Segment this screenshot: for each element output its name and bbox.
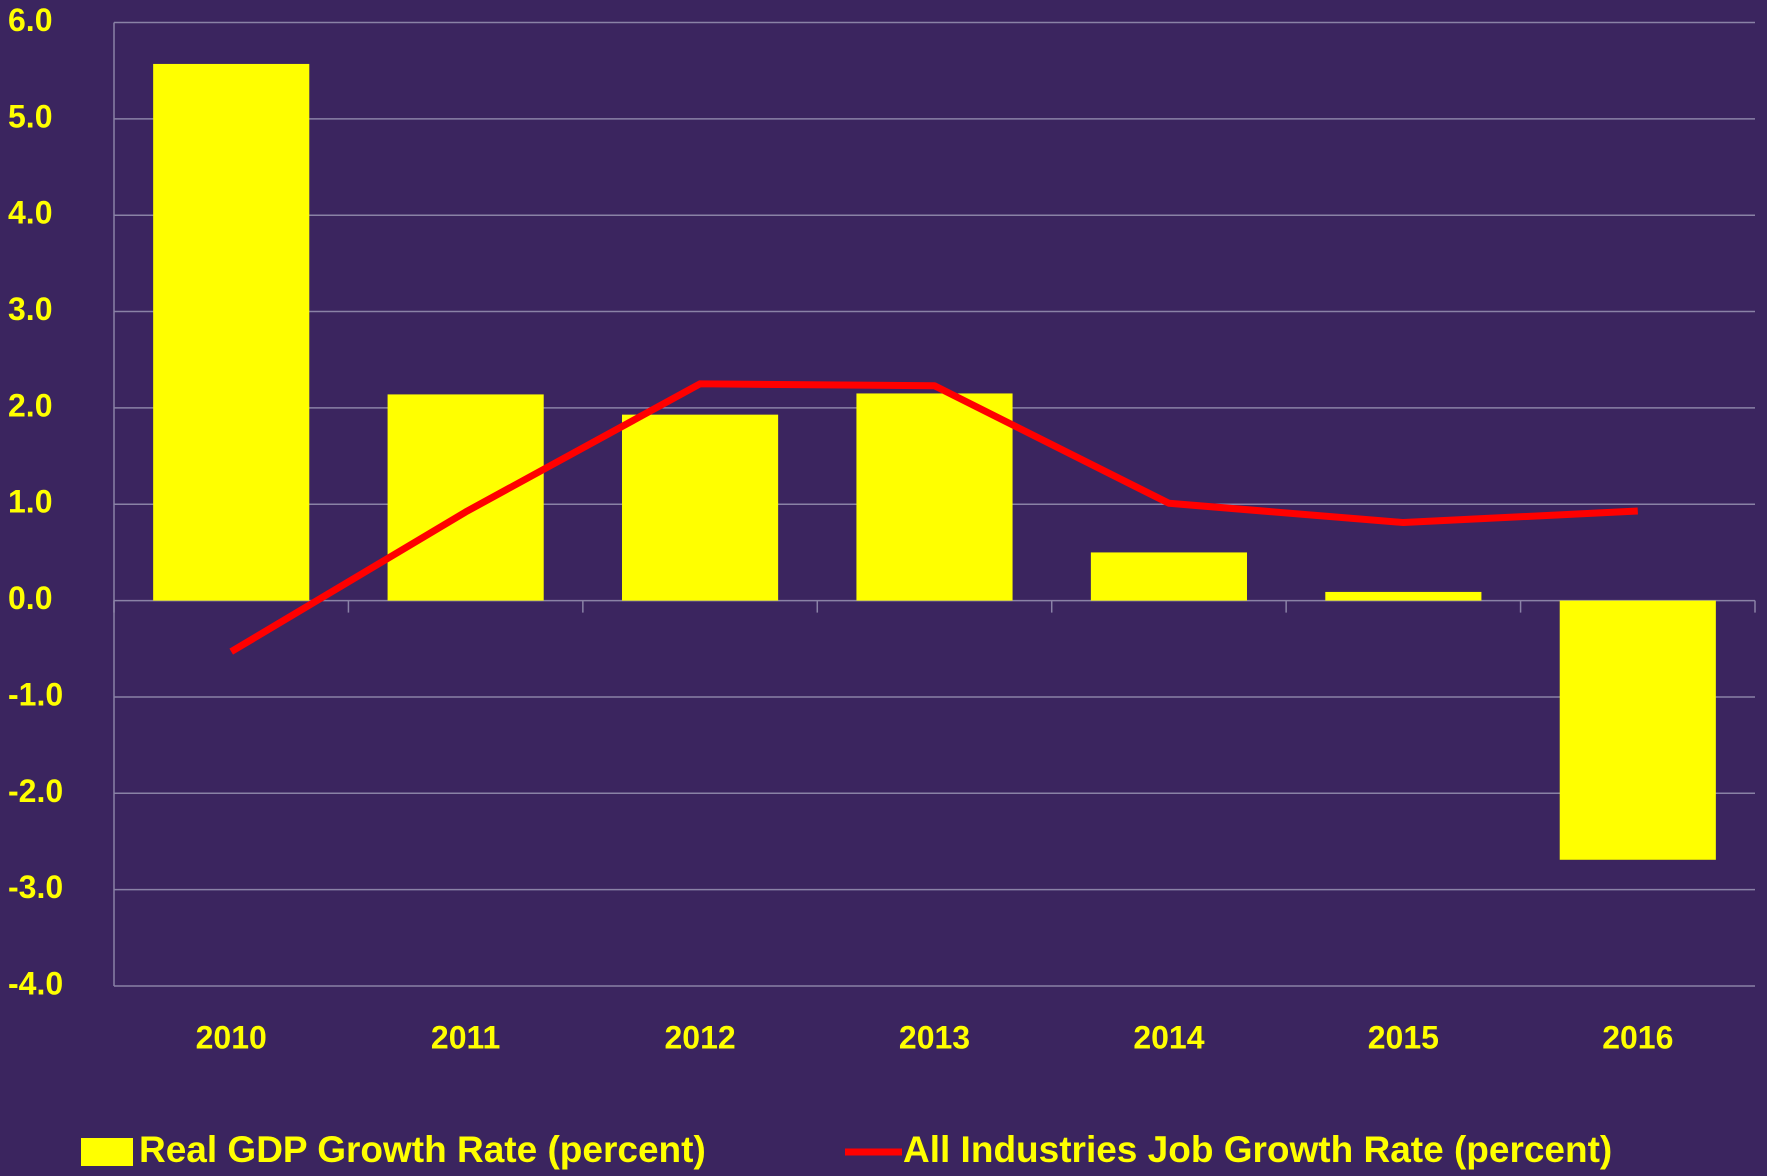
y-tick-label: 5.0 [8,98,52,134]
legend-label: Real GDP Growth Rate (percent) [139,1129,706,1170]
y-tick-label: -4.0 [8,965,63,1001]
line [229,380,1638,655]
legend-label: All Industries Job Growth Rate (percent) [903,1129,1612,1170]
bar [622,414,779,601]
x-tick-label: 2012 [664,1019,735,1055]
x-tick-label: 2016 [1602,1019,1673,1055]
y-tick-label: -1.0 [8,676,63,712]
y-tick-label: 2.0 [8,387,52,423]
y-tick-label: 3.0 [8,291,52,327]
bar [1325,591,1482,601]
bar [856,393,1013,601]
y-tick-label: 4.0 [8,195,52,231]
y-tick-label: 6.0 [8,2,52,38]
legend-swatch [81,1138,133,1166]
y-tick-label: -2.0 [8,773,63,809]
x-tick-label: 2013 [899,1019,970,1055]
bar [153,63,310,601]
x-tick-label: 2011 [431,1019,500,1055]
bar [387,394,544,601]
x-tick-label: 2014 [1133,1019,1204,1055]
bar [1559,600,1716,860]
y-tick-label: 1.0 [8,484,52,520]
y-tick-label: 0.0 [8,580,52,616]
y-tick-label: -3.0 [8,869,63,905]
x-tick-label: 2010 [196,1019,267,1055]
x-tick-label: 2015 [1368,1019,1439,1055]
bar [1090,552,1247,601]
